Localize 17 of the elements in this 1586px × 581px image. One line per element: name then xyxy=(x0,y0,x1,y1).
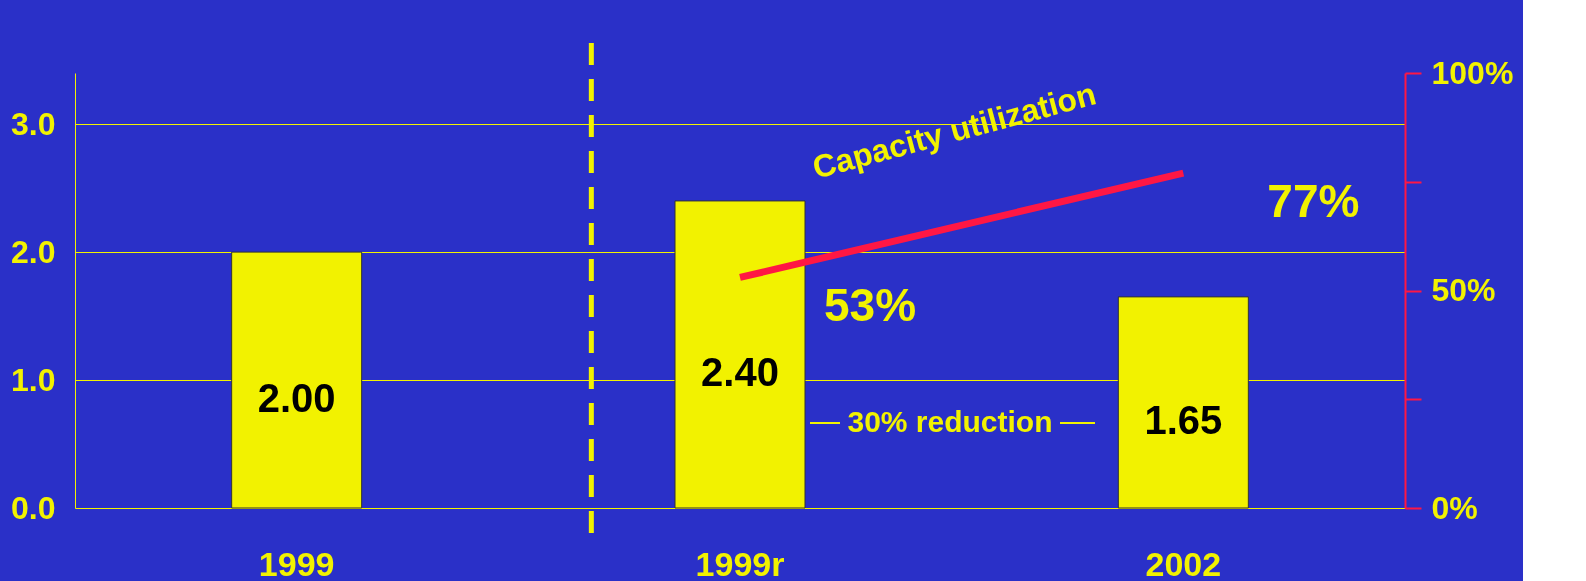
x-tick-label: 1999r xyxy=(695,544,785,581)
data-label: 2.00 xyxy=(257,376,336,421)
y-tick-label: 3.0 xyxy=(11,105,56,142)
data-label: 2.40 xyxy=(701,350,779,395)
data-label: 53% xyxy=(823,279,917,332)
annotation: 30% reduction xyxy=(847,405,1053,438)
y-tick-label: 0.0 xyxy=(11,489,56,526)
y-tick-label: 1.0 xyxy=(11,361,56,398)
y2-tick-label: 0% xyxy=(1431,489,1478,526)
data-label: 1.65 xyxy=(1144,398,1223,443)
x-tick-label: 1999 xyxy=(258,544,335,581)
x-tick-label: 2002 xyxy=(1145,544,1222,581)
data-label: 77% xyxy=(1267,175,1360,228)
text: Capacity utilization xyxy=(808,75,1100,186)
y2-tick-label: 100% xyxy=(1431,54,1514,91)
y2-tick-label: 50% xyxy=(1431,272,1496,308)
y-tick-label: 2.0 xyxy=(11,233,56,270)
